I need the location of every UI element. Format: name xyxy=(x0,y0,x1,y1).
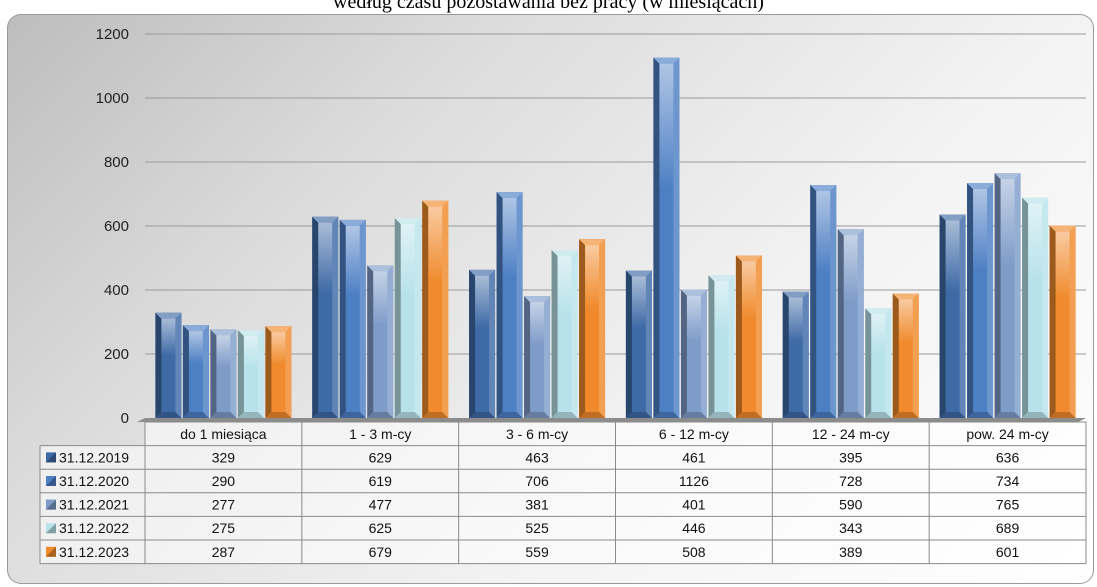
table-cell: 629 xyxy=(369,449,393,465)
table-cell: 277 xyxy=(212,497,236,513)
table-cell: 446 xyxy=(682,520,706,536)
category-label: 12 - 24 m-cy xyxy=(812,426,890,442)
bar xyxy=(394,218,421,418)
legend-label: 31.12.2019 xyxy=(59,449,129,465)
bar xyxy=(865,308,892,418)
table-cell: 477 xyxy=(369,497,393,513)
plot-floor xyxy=(137,418,1086,422)
table-cell: 679 xyxy=(369,544,393,560)
table-cell: 728 xyxy=(839,473,863,489)
y-tick-label: 1200 xyxy=(96,26,129,43)
table-cell: 636 xyxy=(996,449,1020,465)
bar xyxy=(939,214,966,418)
data-table: do 1 miesiąca 1 - 3 m-cy 3 - 6 m-cy 6 - 12 … xyxy=(39,421,1087,565)
category-label: 3 - 6 m-cy xyxy=(506,426,568,442)
bar xyxy=(210,329,237,418)
grid-layer: 0 200 400 600 800 1000 1200 xyxy=(96,26,1086,427)
bar xyxy=(892,293,919,418)
table-cell: 401 xyxy=(682,497,706,513)
bar xyxy=(782,291,809,418)
table-cell: 290 xyxy=(212,473,236,489)
bar xyxy=(653,57,680,419)
table-cell: 381 xyxy=(525,497,549,513)
y-tick-label: 400 xyxy=(104,282,129,299)
bar xyxy=(1022,197,1049,418)
bar xyxy=(735,255,762,418)
bar xyxy=(625,270,652,418)
bar xyxy=(312,216,339,418)
y-tick-label: 1000 xyxy=(96,90,129,107)
bars-layer xyxy=(155,57,1076,419)
bar xyxy=(524,296,551,418)
bar xyxy=(469,269,496,418)
table-cell: 734 xyxy=(996,473,1020,489)
category-label: do 1 miesiąca xyxy=(180,426,267,442)
bar xyxy=(367,265,394,418)
bar xyxy=(496,192,523,418)
y-tick-label: 200 xyxy=(104,346,129,363)
bar xyxy=(837,229,864,418)
table-cell: 395 xyxy=(839,449,863,465)
legend-label: 31.12.2023 xyxy=(59,544,129,560)
table-cell: 619 xyxy=(369,473,393,489)
category-label: 6 - 12 m-cy xyxy=(659,426,729,442)
y-tick-label: 0 xyxy=(121,410,129,427)
table-cell: 590 xyxy=(839,497,863,513)
table-cell: 463 xyxy=(525,449,549,465)
table-cell: 461 xyxy=(682,449,706,465)
table-cell: 275 xyxy=(212,520,236,536)
bar xyxy=(579,239,606,418)
table-cell: 1126 xyxy=(679,473,709,489)
bar xyxy=(155,312,182,418)
table-cell: 287 xyxy=(212,544,236,560)
bar xyxy=(422,200,449,418)
table-cell: 343 xyxy=(839,520,863,536)
bar xyxy=(810,185,837,418)
bar xyxy=(1049,225,1076,418)
table-cell: 706 xyxy=(525,473,549,489)
y-tick-label: 600 xyxy=(104,218,129,235)
bar xyxy=(708,275,735,418)
legend-label: 31.12.2021 xyxy=(59,497,129,513)
legend-label: 31.12.2020 xyxy=(59,473,129,489)
chart-title: według czasu pozostawania bez pracy (w m… xyxy=(333,0,764,13)
table-cell: 601 xyxy=(996,544,1020,560)
table-cell: 329 xyxy=(212,449,236,465)
table-cell: 689 xyxy=(996,520,1020,536)
bar xyxy=(967,183,994,418)
table-cell: 389 xyxy=(839,544,863,560)
bar xyxy=(339,219,366,418)
table-cell: 525 xyxy=(525,520,549,536)
bar xyxy=(680,289,707,418)
table-cell: 508 xyxy=(682,544,706,560)
bar xyxy=(994,173,1021,418)
table-cell: 765 xyxy=(996,497,1020,513)
legend-label: 31.12.2022 xyxy=(59,520,129,536)
bar xyxy=(551,250,578,418)
category-label: 1 - 3 m-cy xyxy=(349,426,411,442)
table-cell: 625 xyxy=(369,520,393,536)
bar xyxy=(237,330,264,418)
bar xyxy=(182,325,209,418)
category-label: pow. 24 m-cy xyxy=(966,426,1048,442)
bar xyxy=(265,326,292,418)
y-tick-label: 800 xyxy=(104,154,129,171)
table-cell: 559 xyxy=(525,544,549,560)
